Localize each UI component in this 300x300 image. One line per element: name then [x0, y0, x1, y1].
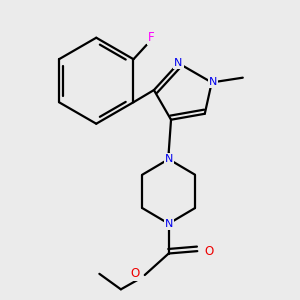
Text: N: N — [164, 154, 173, 164]
Text: N: N — [209, 77, 217, 88]
Text: F: F — [148, 31, 155, 44]
Text: N: N — [164, 219, 173, 229]
Text: O: O — [205, 244, 214, 258]
Text: O: O — [130, 267, 140, 280]
Text: N: N — [174, 58, 183, 68]
